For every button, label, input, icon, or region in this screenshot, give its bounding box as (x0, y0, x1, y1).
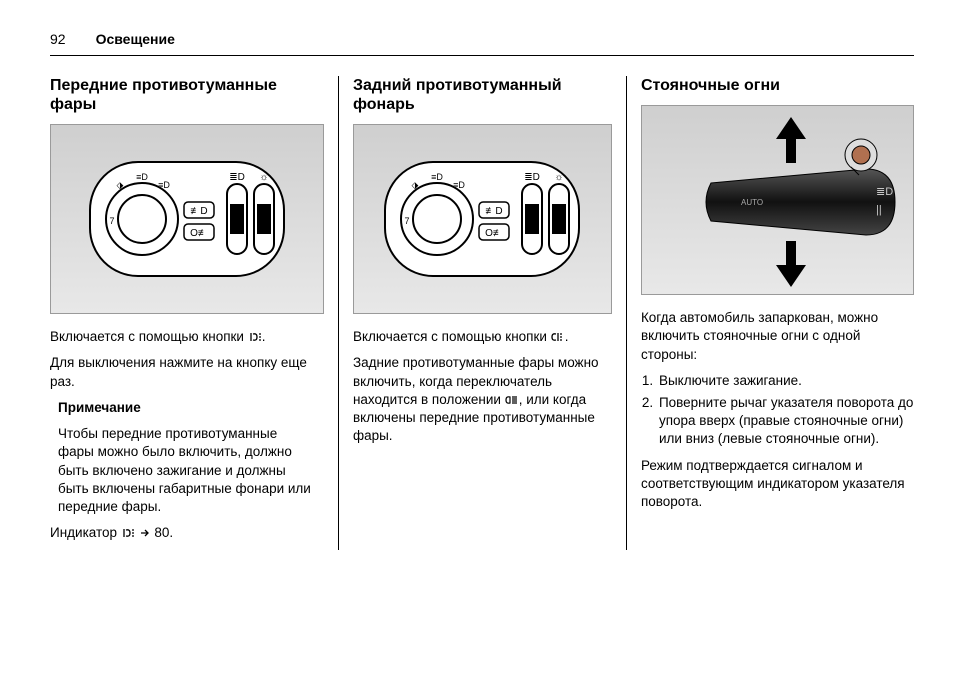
li-step2: Поверните рычаг указателя по­ворота до у… (657, 394, 914, 449)
svg-text:≢D: ≢D (486, 206, 503, 217)
svg-text:≣D: ≣D (229, 172, 245, 183)
txt: Индикатор (50, 525, 117, 540)
svg-text:≣D: ≣D (525, 172, 541, 183)
svg-text:≢D: ≢D (190, 206, 207, 217)
svg-text:☼: ☼ (259, 172, 268, 183)
h-front-fog: Передние противотуманные фары (50, 76, 324, 114)
fig-light-switch-front: ⬗ ≡D ≡D 7 ≢D O≢ ≣D ☼ (50, 124, 324, 314)
columns: Передние противотуманные фары ⬗ ≡D ≡D 7 … (50, 76, 914, 551)
txt: Включается с помощью кнопки (50, 329, 244, 344)
page-number: 92 (50, 30, 66, 49)
p-front-on: Включается с помощью кнопки . (50, 328, 324, 346)
col-rear-fog: Задний противотуманный фонарь ⬗ ≡D ≡D 7 … (338, 76, 626, 551)
ol-parking-steps: Выключите зажигание. Поверните рычаг ука… (657, 372, 914, 449)
svg-text:O≢: O≢ (190, 228, 208, 239)
page-title: Освещение (96, 30, 175, 49)
front-fog-icon (248, 331, 262, 343)
svg-text:≡D: ≡D (158, 180, 170, 190)
txt: . (262, 329, 266, 344)
col-parking: Стояночные огни ≣D || (626, 76, 914, 551)
headlamp-icon (505, 394, 519, 406)
svg-text:☼: ☼ (555, 172, 564, 183)
h-parking: Стояночные огни (641, 76, 914, 95)
rear-fog-icon (551, 331, 565, 343)
p-parking-intro: Когда автомобиль запаркован, можно включ… (641, 309, 914, 364)
svg-text:||: || (876, 204, 882, 216)
txt: Включается с помощью кнопки (353, 329, 547, 344)
li-step1: Выключите зажигание. (657, 372, 914, 390)
p-rear-on: Включается с помощью кнопки . (353, 328, 612, 346)
page-header: 92 Освещение (50, 30, 914, 56)
svg-text:O≢: O≢ (486, 228, 504, 239)
p-indicator: Индикатор 80. (50, 524, 324, 542)
p-parking-confirm: Режим подтверждается сигналом и соответс… (641, 457, 914, 512)
svg-text:≡D: ≡D (136, 172, 148, 182)
p-rear-cond: Задние противотуманные фары можно включи… (353, 354, 612, 445)
svg-text:≡D: ≡D (432, 172, 444, 182)
svg-text:⬗: ⬗ (412, 180, 419, 190)
p-front-off: Для выключения нажмите на кнопку еще раз… (50, 354, 324, 390)
svg-text:7: 7 (405, 216, 410, 226)
h-rear-fog: Задний противотуманный фонарь (353, 76, 612, 114)
svg-text:7: 7 (109, 216, 114, 226)
svg-text:≣D: ≣D (876, 186, 893, 198)
note-body: Чтобы передние противотуман­ные фары мож… (58, 425, 316, 516)
svg-text:AUTO: AUTO (741, 198, 763, 207)
svg-text:⬗: ⬗ (117, 180, 124, 190)
txt: 80. (154, 525, 173, 540)
txt: . (565, 329, 569, 344)
front-fog-icon (121, 527, 135, 539)
ref-arrow-icon (139, 527, 151, 539)
fig-light-switch-rear: ⬗ ≡D ≡D 7 ≢D O≢ ≣D ☼ (353, 124, 612, 314)
note-title: Примечание (58, 399, 324, 417)
svg-text:≡D: ≡D (454, 180, 466, 190)
fig-stalk: ≣D || AUTO (641, 105, 914, 295)
col-front-fog: Передние противотуманные фары ⬗ ≡D ≡D 7 … (50, 76, 338, 551)
